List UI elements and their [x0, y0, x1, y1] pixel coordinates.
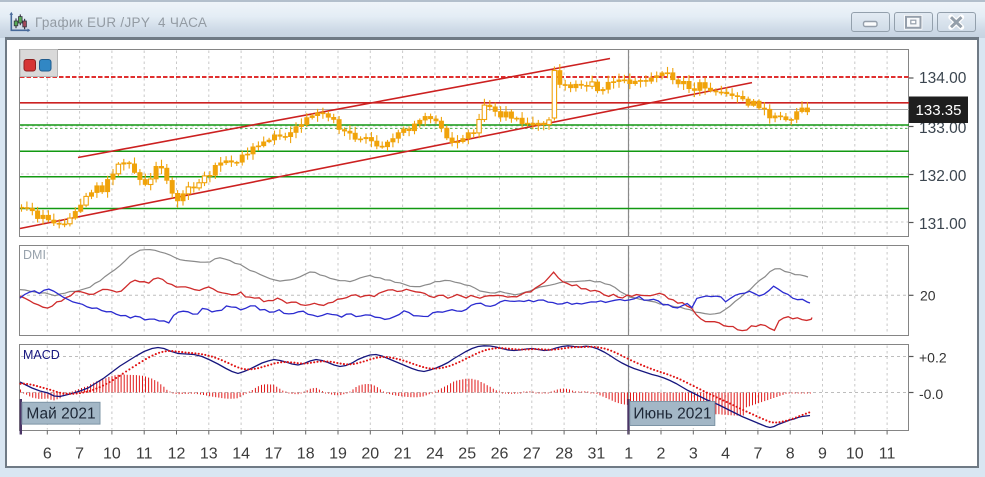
svg-text:132.00: 132.00 — [919, 168, 967, 185]
svg-text:10: 10 — [103, 446, 121, 463]
svg-text:17: 17 — [265, 446, 283, 463]
svg-text:21: 21 — [394, 446, 412, 463]
svg-text:133.35: 133.35 — [916, 102, 962, 119]
svg-text:11: 11 — [879, 446, 896, 463]
svg-text:3: 3 — [689, 446, 698, 463]
svg-text:4: 4 — [721, 446, 730, 463]
svg-text:11: 11 — [136, 446, 153, 463]
svg-text:31: 31 — [588, 446, 606, 463]
svg-text:133.00: 133.00 — [919, 120, 967, 137]
svg-text:24: 24 — [426, 446, 444, 463]
svg-text:18: 18 — [297, 446, 315, 463]
svg-text:134.00: 134.00 — [919, 70, 967, 87]
svg-text:25: 25 — [458, 446, 476, 463]
svg-text:1: 1 — [624, 446, 633, 463]
svg-text:7: 7 — [753, 446, 762, 463]
svg-text:Июнь 2021: Июнь 2021 — [633, 406, 711, 423]
svg-text:10: 10 — [846, 446, 864, 463]
svg-text:9: 9 — [818, 446, 827, 463]
svg-text:13: 13 — [200, 446, 218, 463]
svg-text:DMI: DMI — [23, 248, 46, 262]
svg-text:Май 2021: Май 2021 — [26, 406, 95, 423]
svg-text:27: 27 — [523, 446, 541, 463]
svg-text:19: 19 — [329, 446, 347, 463]
svg-text:6: 6 — [43, 446, 52, 463]
svg-text:26: 26 — [491, 446, 509, 463]
svg-text:28: 28 — [555, 446, 573, 463]
svg-text:20: 20 — [920, 287, 936, 303]
svg-text:MACD: MACD — [23, 348, 60, 362]
svg-text:12: 12 — [168, 446, 186, 463]
svg-text:131.00: 131.00 — [919, 216, 967, 233]
svg-text:2: 2 — [657, 446, 666, 463]
svg-text:20: 20 — [361, 446, 379, 463]
svg-text:+0.2: +0.2 — [919, 350, 947, 366]
svg-text:8: 8 — [786, 446, 795, 463]
svg-text:7: 7 — [75, 446, 84, 463]
svg-text:14: 14 — [232, 446, 250, 463]
svg-text:-0.0: -0.0 — [919, 386, 943, 402]
